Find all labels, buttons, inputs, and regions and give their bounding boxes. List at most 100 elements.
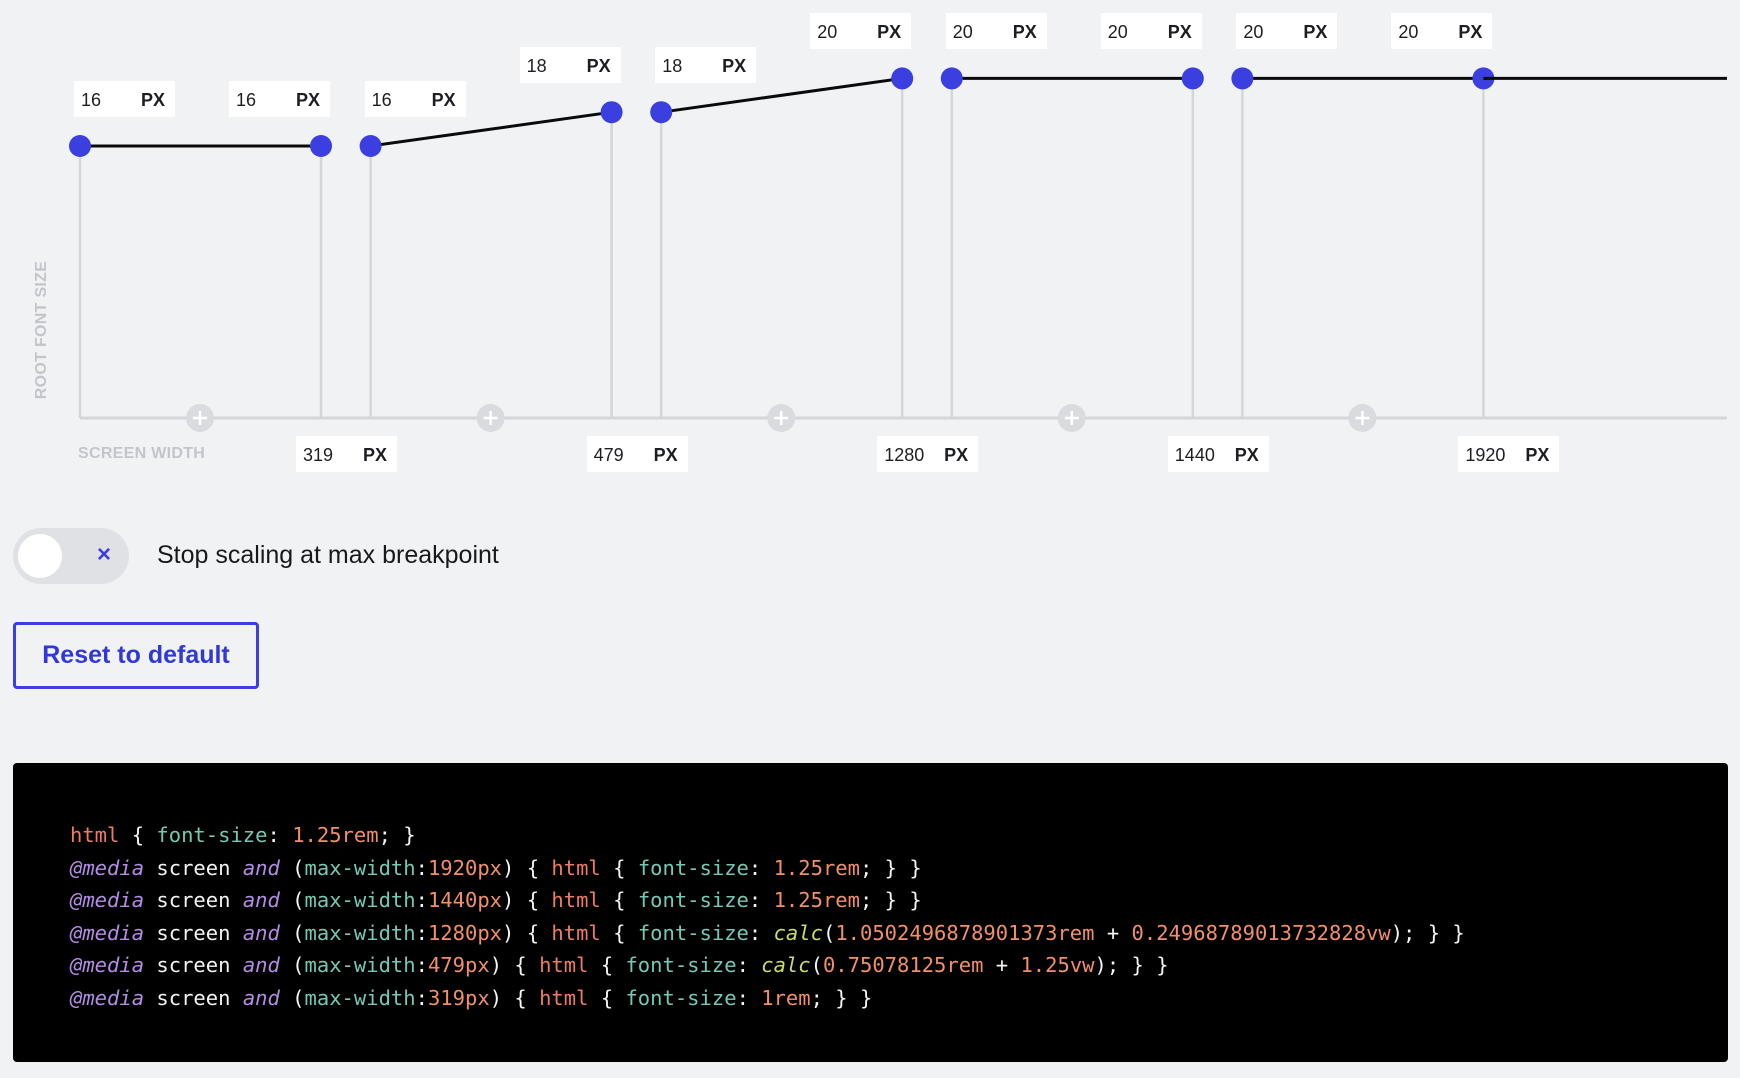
value-number: 1440 (1174, 445, 1215, 465)
segment-start-handle[interactable] (1231, 67, 1254, 90)
value-number: 18 (526, 56, 547, 77)
segment-end-handle[interactable] (1181, 67, 1204, 90)
code-token: and (242, 953, 280, 978)
series-line-segment (660, 76, 903, 114)
end-size-input[interactable]: 20 PX (1100, 13, 1202, 50)
code-token: @media (70, 888, 145, 913)
code-token: 1280px (427, 920, 503, 945)
value-unit: PX (1525, 445, 1550, 465)
value-unit: PX (295, 90, 320, 110)
segment-end-handle[interactable] (600, 101, 623, 124)
code-token: ) { (502, 855, 552, 880)
segment-end-handle[interactable] (310, 135, 332, 157)
value-unit: PX (944, 445, 969, 465)
code-token: { (600, 920, 638, 945)
value-number: 16 (81, 90, 102, 110)
value-unit: PX (722, 56, 747, 77)
value-unit: PX (1012, 22, 1037, 43)
segment-end-handle[interactable] (891, 67, 914, 90)
segment-start-handle[interactable] (940, 67, 963, 90)
start-size-input[interactable]: 20 PX (945, 13, 1047, 50)
code-token: ; } (378, 823, 416, 847)
value-unit: PX (431, 90, 456, 110)
code-token: html (551, 855, 601, 880)
toggle-knob[interactable] (18, 534, 62, 578)
code-token: 479px (427, 953, 490, 978)
code-line: html { font-size: 1.25rem; } (70, 819, 1728, 852)
code-token: { (588, 953, 626, 978)
value-unit: PX (653, 445, 678, 465)
code-token: max-width (304, 855, 416, 880)
plus-circle-icon[interactable] (1348, 404, 1377, 432)
code-token: ; } } (860, 888, 922, 913)
code-token: + (983, 953, 1021, 978)
end-size-input[interactable]: 20 PX (1391, 13, 1493, 50)
end-size-input[interactable]: 18 PX (519, 47, 621, 84)
breakpoint-chart (69, 67, 1727, 432)
code-token: screen (144, 953, 243, 978)
plus-circle-icon[interactable] (186, 404, 214, 432)
plus-circle-icon[interactable] (476, 404, 505, 432)
code-token: { (600, 888, 638, 913)
start-size-input[interactable]: 16 PX (74, 81, 175, 117)
code-token: screen (144, 888, 243, 913)
code-line: @media screen and (max-width:319px) { ht… (70, 982, 1728, 1015)
code-token: max-width (304, 920, 416, 945)
code-token: screen (144, 985, 243, 1010)
code-token: : (736, 953, 762, 978)
reset-to-default-button[interactable]: Reset to default (13, 622, 259, 689)
breakpoint-width-input[interactable]: 479 PX (586, 436, 688, 472)
start-size-input[interactable]: 16 PX (364, 81, 466, 117)
code-token: ( (822, 920, 836, 945)
segment-start-handle[interactable] (650, 101, 673, 124)
code-token: and (242, 888, 280, 913)
segment-start-handle[interactable] (359, 135, 382, 157)
code-token: ; } } (810, 985, 873, 1010)
code-token: and (242, 855, 280, 880)
code-token: 1.25rem (773, 888, 860, 913)
end-size-input[interactable]: 20 PX (810, 13, 912, 50)
value-unit: PX (1303, 22, 1328, 43)
y-axis-label: ROOT FONT SIZE (33, 260, 50, 400)
start-size-input[interactable]: 20 PX (1236, 13, 1338, 50)
breakpoint-editor: ROOT FONT SIZE SCREEN WIDTH 16 PX 16 PX 319 P… (0, 0, 1740, 500)
value-number: 16 (236, 90, 257, 110)
css-output-code: html { font-size: 1.25rem; } @media scree… (13, 763, 1728, 1062)
plus-circle-icon[interactable] (767, 404, 796, 432)
breakpoint-width-input[interactable]: 319 PX (296, 436, 397, 472)
code-token: font-size (625, 953, 737, 978)
stop-scaling-toggle[interactable]: × (13, 528, 129, 584)
code-token: ( (810, 953, 823, 978)
close-icon: × (97, 541, 112, 568)
value-number: 18 (662, 56, 683, 77)
code-token: ) { (502, 920, 552, 945)
breakpoint-width-input[interactable]: 1280 PX (877, 436, 979, 472)
code-token: : (267, 823, 293, 847)
plus-circle-icon[interactable] (1057, 404, 1086, 432)
code-token: @media (70, 920, 145, 945)
code-token: html (551, 920, 601, 945)
code-token: ( (279, 985, 305, 1010)
code-token: ); } } (1390, 920, 1465, 945)
code-token: ) { (502, 888, 552, 913)
code-line: @media screen and (max-width:1920px) { h… (70, 852, 1728, 885)
code-token: 0.75078125rem (822, 953, 984, 978)
code-token: font-size (637, 855, 749, 880)
code-token: : (748, 855, 774, 880)
code-token: 1.25rem (292, 823, 379, 847)
value-number: 20 (952, 22, 973, 43)
breakpoint-width-input[interactable]: 1920 PX (1458, 436, 1560, 472)
code-token: max-width (304, 985, 416, 1010)
start-size-input[interactable]: 18 PX (655, 47, 757, 84)
code-token: html (539, 953, 589, 978)
code-token: calc (761, 953, 811, 978)
code-line: @media screen and (max-width:1440px) { h… (70, 884, 1728, 917)
code-token: { (600, 855, 638, 880)
end-size-input[interactable]: 16 PX (229, 81, 330, 117)
segment-start-handle[interactable] (69, 135, 91, 157)
value-number: 1920 (1465, 445, 1506, 465)
value-number: 20 (817, 22, 838, 43)
code-token: 1.0502496878901373rem (835, 920, 1095, 945)
value-number: 20 (1107, 22, 1128, 43)
breakpoint-width-input[interactable]: 1440 PX (1167, 436, 1269, 472)
